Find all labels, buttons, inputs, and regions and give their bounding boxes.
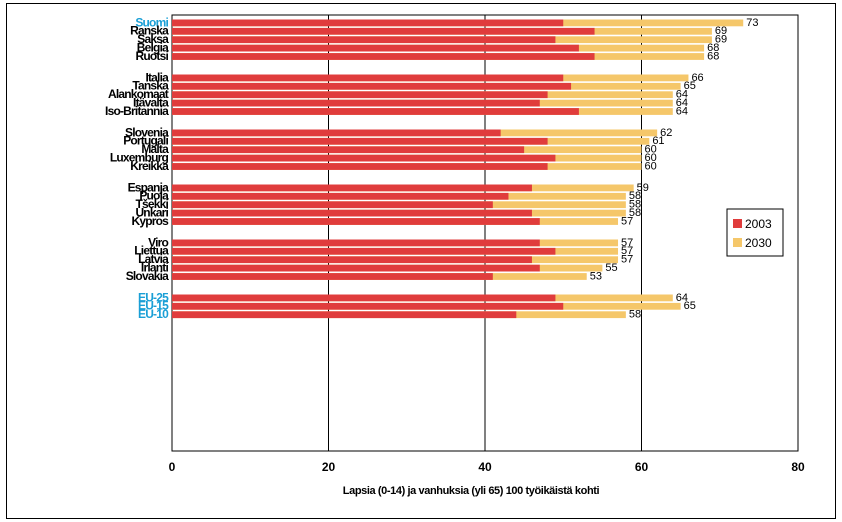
data-label: 65 (684, 300, 696, 312)
bar-2003 (172, 192, 509, 200)
data-label: 61 (652, 135, 664, 147)
data-label: 73 (746, 17, 758, 29)
category-label: Slovenia (125, 125, 169, 139)
bar-2003 (172, 218, 540, 225)
category-label: Latvia (138, 252, 169, 266)
data-label: 60 (645, 152, 657, 164)
category-label: Liettua (134, 244, 169, 258)
data-label: 69 (715, 34, 727, 46)
category-label: Suomi (135, 15, 168, 29)
bar-2003 (172, 99, 540, 107)
bar-2003 (172, 44, 579, 52)
data-label: 57 (621, 245, 633, 257)
category-label: Luxemburg (110, 151, 169, 165)
category-label: Unkari (135, 206, 168, 220)
bar-2003 (172, 146, 525, 154)
category-label: Malta (141, 142, 169, 156)
bar-2003 (172, 184, 532, 192)
category-label: Kypros (131, 214, 169, 228)
data-label: 58 (629, 199, 641, 211)
data-label: 64 (676, 89, 688, 101)
x-axis-label: Lapsia (0-14) ja vanhuksia (yli 65) 100 … (343, 485, 600, 497)
data-label: 55 (605, 262, 617, 274)
data-label: 57 (621, 215, 633, 227)
bar-2003 (172, 108, 579, 115)
bar-2003 (172, 302, 564, 310)
bar-2003 (172, 82, 572, 90)
category-label: Itävalta (133, 96, 169, 110)
data-label: 53 (590, 270, 602, 282)
bar-2003 (172, 256, 532, 264)
data-label: 64 (676, 105, 688, 117)
category-label: Puola (139, 189, 169, 203)
bar-2003 (172, 239, 540, 247)
category-label: Espanja (128, 180, 170, 194)
bar-2003 (172, 53, 595, 60)
category-label: Ranska (130, 24, 169, 38)
bar-2003 (172, 311, 517, 319)
data-label: 68 (707, 50, 719, 62)
category-label: Saksa (137, 32, 169, 46)
bar-2003 (172, 36, 556, 44)
data-label: 57 (621, 254, 633, 266)
data-label: 69 (715, 25, 727, 37)
data-label: 59 (637, 182, 649, 194)
x-tick-label: 40 (478, 460, 492, 474)
data-label: 58 (629, 309, 641, 321)
x-tick-label: 0 (169, 460, 176, 474)
legend-swatch-2003 (733, 219, 742, 228)
bar-2003 (172, 129, 501, 137)
bar-2003 (172, 209, 532, 217)
category-label: Viro (148, 235, 168, 249)
data-label: 57 (621, 237, 633, 249)
legend-swatch-2030 (733, 238, 742, 247)
category-label: Tanska (132, 79, 169, 93)
bar-2003 (172, 137, 548, 145)
bar-2003 (172, 91, 548, 99)
data-label: 60 (645, 160, 657, 172)
bar-2003 (172, 27, 595, 35)
category-label: Iso-Britannia (105, 104, 169, 118)
bar-2003 (172, 19, 564, 27)
x-tick-label: 80 (791, 460, 805, 474)
legend-label-2003: 2003 (745, 217, 772, 231)
bar-2003 (172, 294, 556, 302)
bar-2003 (172, 273, 493, 280)
legend-label-2030: 2030 (745, 236, 772, 250)
data-label: 66 (691, 72, 703, 84)
category-label: Slovakia (126, 269, 169, 283)
category-label: Alankomaat (108, 87, 169, 101)
bar-2003 (172, 154, 556, 162)
data-label: 68 (707, 42, 719, 54)
category-label: Tšekki (135, 197, 168, 211)
data-label: 62 (660, 127, 672, 139)
x-tick-label: 20 (322, 460, 336, 474)
data-label: 65 (684, 80, 696, 92)
bar-2003 (172, 74, 564, 82)
data-label: 60 (645, 144, 657, 156)
category-label: Portugali (123, 134, 168, 148)
bar-2003 (172, 163, 548, 170)
category-label: Irlanti (141, 261, 169, 275)
bar-2003 (172, 264, 540, 272)
data-label: 64 (676, 292, 688, 304)
legend-box (726, 208, 784, 257)
category-label: EU-25 (138, 290, 169, 304)
data-label: 64 (676, 97, 688, 109)
x-tick-label: 60 (635, 460, 649, 474)
category-label: Ruotsi (135, 49, 168, 63)
bar-2003 (172, 247, 556, 255)
category-label: Belgia (137, 41, 169, 55)
category-label: Italia (145, 70, 169, 84)
category-label: EU-15 (138, 299, 169, 313)
data-label: 58 (629, 207, 641, 219)
data-label: 58 (629, 190, 641, 202)
category-label: EU-10 (138, 307, 169, 321)
bar-2003 (172, 201, 493, 209)
category-label: Kreikka (130, 159, 169, 173)
